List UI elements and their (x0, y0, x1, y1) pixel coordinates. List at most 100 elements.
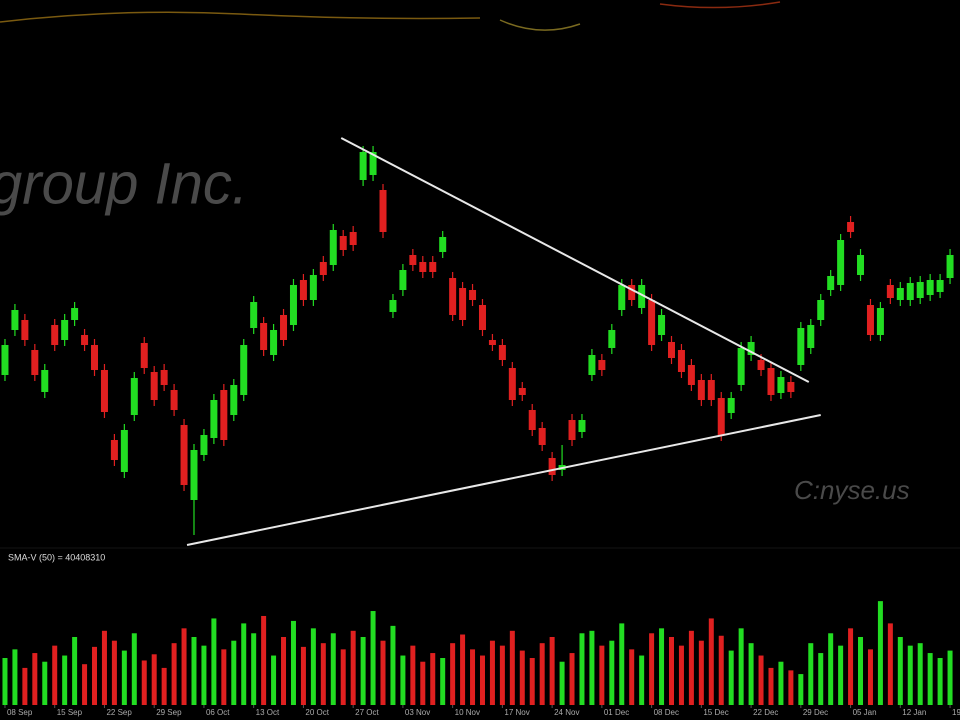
candle-body (608, 330, 616, 348)
x-tick-label: 15 Dec (703, 708, 728, 717)
candle-body (349, 232, 357, 245)
x-tick-label: 08 Sep (7, 708, 33, 717)
candle-body (200, 435, 208, 455)
volume-bar (131, 633, 137, 705)
candle-body (429, 262, 437, 272)
candle-body (439, 237, 447, 252)
candle-body (777, 377, 785, 393)
volume-bar (529, 658, 535, 705)
candle-body (21, 320, 29, 340)
x-tick-label: 01 Dec (604, 708, 629, 717)
volume-bar (479, 655, 485, 705)
candle-body (369, 152, 377, 175)
volume-bar (450, 643, 456, 705)
volume-bar (499, 645, 505, 705)
candle-body (270, 330, 278, 355)
candle-body (41, 370, 49, 392)
candle-body (31, 350, 39, 375)
candle-body (687, 365, 695, 385)
candle-body (727, 398, 735, 413)
candle-body (697, 380, 705, 400)
volume-bar (678, 645, 684, 705)
volume-bar (788, 670, 794, 705)
candle-body (91, 345, 99, 370)
volume-bar (798, 674, 804, 705)
candle-body (837, 240, 845, 285)
candle-body (319, 262, 327, 275)
watermark: group Inc. (0, 151, 248, 216)
candle-body (518, 388, 526, 395)
x-tick-label: 20 Oct (305, 708, 329, 717)
volume-bar (2, 658, 8, 705)
candle-body (618, 285, 626, 310)
volume-bar (489, 640, 495, 705)
volume-bar (410, 645, 416, 705)
volume-bar (838, 645, 844, 705)
volume-bar (738, 628, 744, 705)
volume-bar (141, 660, 147, 705)
candle-body (11, 310, 19, 330)
volume-bar (12, 649, 18, 705)
volume-bar (191, 636, 197, 705)
volume-bar (808, 643, 814, 705)
source-watermark: C:nyse.us (794, 475, 910, 505)
candle-body (498, 345, 506, 360)
candle-body (1, 345, 9, 375)
x-tick-label: 15 Sep (57, 708, 83, 717)
candle-body (419, 262, 427, 272)
candle-body (469, 290, 477, 300)
candle-body (747, 342, 755, 355)
volume-bar (211, 618, 217, 705)
candle-body (220, 390, 228, 440)
volume-bar (937, 658, 943, 705)
volume-bar (659, 628, 665, 705)
candle-body (648, 300, 656, 345)
volume-bar (639, 655, 645, 705)
candle-body (289, 285, 297, 325)
volume-bar (867, 649, 873, 705)
candle-body (379, 190, 387, 232)
volume-bar (231, 640, 237, 705)
candle-body (767, 368, 775, 395)
x-tick-label: 12 Jan (902, 708, 926, 717)
volume-bar (828, 633, 834, 705)
candle-body (787, 382, 795, 392)
volume-bar (370, 611, 376, 705)
volume-bar (42, 661, 48, 705)
candle-body (150, 372, 158, 400)
volume-bar (688, 630, 694, 705)
x-tick-label: 22 Sep (106, 708, 132, 717)
x-tick-label: 17 Nov (504, 708, 529, 717)
volume-bar (848, 628, 854, 705)
x-tick-label: 05 Jan (853, 708, 877, 717)
candle-body (668, 342, 676, 358)
volume-bar (320, 643, 326, 705)
x-tick-label: 13 Oct (256, 708, 280, 717)
volume-bar (858, 636, 864, 705)
volume-bar (430, 653, 436, 705)
candle-body (488, 340, 496, 345)
volume-bar (579, 633, 585, 705)
candle-body (110, 440, 118, 460)
volume-bar (927, 653, 933, 705)
volume-bar (669, 636, 675, 705)
volume-bar (509, 630, 515, 705)
indicator-fragment (659, 1, 781, 9)
volume-bar (72, 636, 78, 705)
candle-body (817, 300, 825, 320)
x-tick-label: 03 Nov (405, 708, 430, 717)
candle-body (170, 390, 178, 410)
candle-body (658, 315, 666, 335)
indicator-fragment (499, 19, 581, 31)
candle-body (827, 276, 835, 290)
candle-body (886, 285, 894, 298)
candle-body (120, 430, 128, 472)
volume-bar (877, 601, 883, 705)
candle-body (797, 328, 805, 365)
volume-bar (22, 667, 28, 705)
volume-bar (161, 667, 167, 705)
candle-body (210, 400, 218, 438)
volume-bar (698, 640, 704, 705)
